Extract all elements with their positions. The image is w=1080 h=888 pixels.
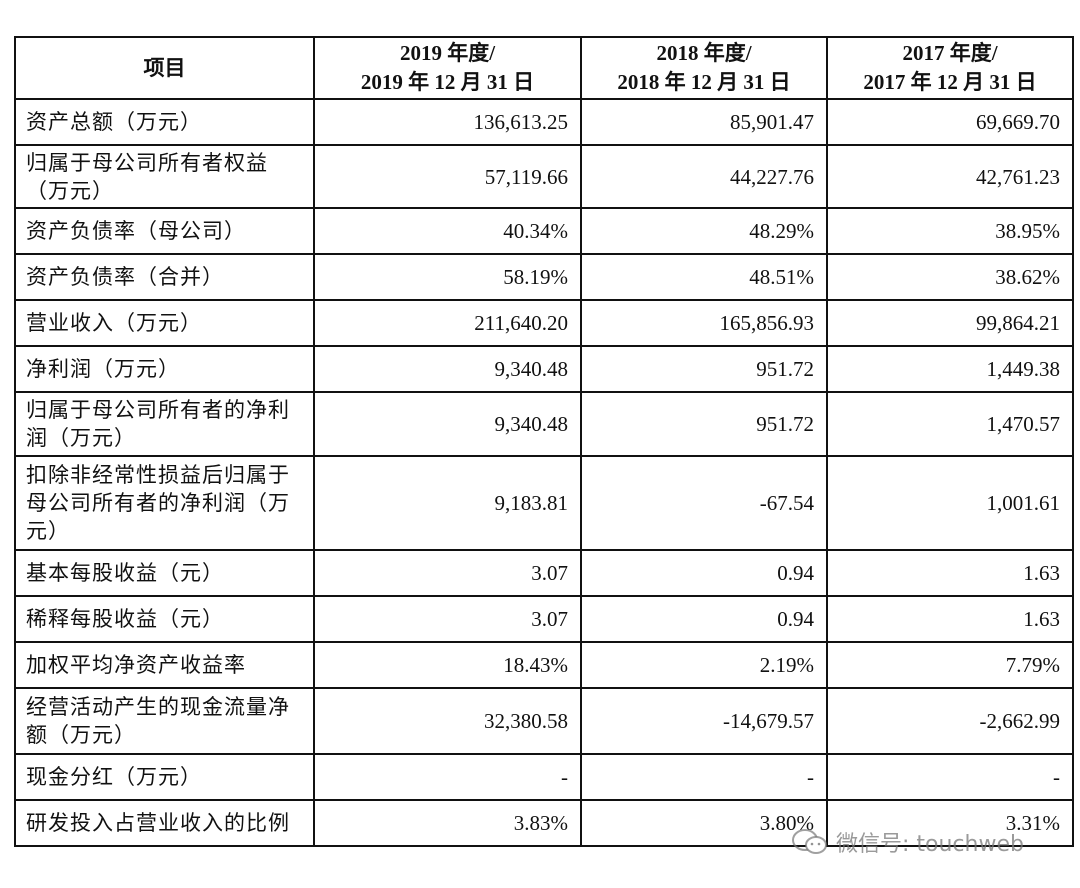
row-label: 基本每股收益（元） [14,549,315,597]
financial-summary-table: 项目 2019 年度/ 2019 年 12 月 31 日 2018 年度/ 20… [14,36,1074,847]
value-2017: 1,001.61 [826,455,1074,551]
row-label: 经营活动产生的现金流量净 额（万元） [14,687,315,755]
value-2017: - [826,753,1074,801]
row-label: 归属于母公司所有者的净利 润（万元） [14,391,315,457]
table-row: 现金分红（万元） - - - [14,753,1074,801]
value-2018: 0.94 [580,595,828,643]
table-row: 归属于母公司所有者的净利 润（万元） 9,340.48 951.72 1,470.57 [14,391,1074,457]
row-label: 研发投入占营业收入的比例 [14,799,315,847]
header-2017: 2017 年度/ 2017 年 12 月 31 日 [826,36,1074,100]
value-2017: 1.63 [826,549,1074,597]
header-row: 项目 2019 年度/ 2019 年 12 月 31 日 2018 年度/ 20… [14,36,1074,100]
table-row: 资产总额（万元） 136,613.25 85,901.47 69,669.70 [14,98,1074,146]
value-2019: 9,183.81 [313,455,582,551]
value-2019: - [313,753,582,801]
row-label: 资产总额（万元） [14,98,315,146]
header-2019: 2019 年度/ 2019 年 12 月 31 日 [313,36,582,100]
value-2019: 3.83% [313,799,582,847]
value-2018: 48.29% [580,207,828,255]
row-label: 净利润（万元） [14,345,315,393]
value-2017: 42,761.23 [826,144,1074,209]
table-row: 稀释每股收益（元） 3.07 0.94 1.63 [14,595,1074,643]
watermark: 微信号: touchweb [790,826,1024,858]
row-label: 稀释每股收益（元） [14,595,315,643]
wechat-icon [792,829,827,854]
value-2018: 85,901.47 [580,98,828,146]
value-2018: 165,856.93 [580,299,828,347]
value-2017: 99,864.21 [826,299,1074,347]
table-row: 基本每股收益（元） 3.07 0.94 1.63 [14,549,1074,597]
value-2018: -14,679.57 [580,687,828,755]
value-2019: 136,613.25 [313,98,582,146]
table-row: 净利润（万元） 9,340.48 951.72 1,449.38 [14,345,1074,393]
value-2018: 951.72 [580,345,828,393]
value-2018: 44,227.76 [580,144,828,209]
table-row: 扣除非经常性损益后归属于 母公司所有者的净利润（万 元） 9,183.81 -67.… [14,455,1074,551]
value-2019: 58.19% [313,253,582,301]
value-2019: 211,640.20 [313,299,582,347]
value-2019: 32,380.58 [313,687,582,755]
row-label: 现金分红（万元） [14,753,315,801]
value-2017: 1.63 [826,595,1074,643]
watermark-text: 微信号: touchweb [836,832,1024,857]
value-2017: 38.62% [826,253,1074,301]
value-2019: 40.34% [313,207,582,255]
row-label: 扣除非经常性损益后归属于 母公司所有者的净利润（万 元） [14,455,315,551]
value-2019: 18.43% [313,641,582,689]
value-2018: - [580,753,828,801]
row-label: 资产负债率（母公司） [14,207,315,255]
table-row: 归属于母公司所有者权益 （万元） 57,119.66 44,227.76 42,761… [14,144,1074,209]
value-2019: 9,340.48 [313,391,582,457]
table-row: 加权平均净资产收益率 18.43% 2.19% 7.79% [14,641,1074,689]
value-2019: 9,340.48 [313,345,582,393]
table-row: 经营活动产生的现金流量净 额（万元） 32,380.58 -14,679.57 -2,… [14,687,1074,755]
table-row: 资产负债率（合并） 58.19% 48.51% 38.62% [14,253,1074,301]
value-2018: 951.72 [580,391,828,457]
table-row: 营业收入（万元） 211,640.20 165,856.93 99,864.21 [14,299,1074,347]
value-2017: 3.31% [826,799,1074,847]
value-2018: -67.54 [580,455,828,551]
value-2018: 48.51% [580,253,828,301]
row-label: 资产负债率（合并） [14,253,315,301]
value-2017: 69,669.70 [826,98,1074,146]
row-label: 归属于母公司所有者权益 （万元） [14,144,315,209]
row-label: 加权平均净资产收益率 [14,641,315,689]
value-2017: 7.79% [826,641,1074,689]
row-label: 营业收入（万元） [14,299,315,347]
value-2017: -2,662.99 [826,687,1074,755]
header-2018: 2018 年度/ 2018 年 12 月 31 日 [580,36,828,100]
value-2018: 0.94 [580,549,828,597]
value-2019: 57,119.66 [313,144,582,209]
value-2017: 38.95% [826,207,1074,255]
value-2017: 1,449.38 [826,345,1074,393]
table-row: 研发投入占营业收入的比例 3.83% 3.80% 3.31% [14,799,1074,847]
value-2018: 2.19% [580,641,828,689]
header-item: 项目 [14,36,315,100]
table-row: 资产负债率（母公司） 40.34% 48.29% 38.95% [14,207,1074,255]
value-2019: 3.07 [313,595,582,643]
value-2019: 3.07 [313,549,582,597]
value-2017: 1,470.57 [826,391,1074,457]
